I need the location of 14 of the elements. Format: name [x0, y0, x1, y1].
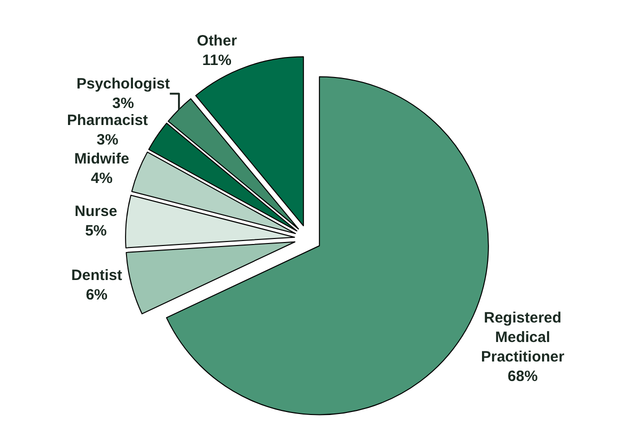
data-label: 4% — [90, 170, 113, 188]
slice-label: Other — [196, 32, 238, 50]
data-label: 6% — [86, 286, 108, 304]
slice-label: Dentist — [71, 266, 122, 284]
slice-label: Nurse — [74, 202, 118, 220]
slice-label: Registered Medical Practitioner — [480, 309, 564, 366]
slice-label: Midwife — [74, 150, 130, 168]
slice-label: Pharmacist — [67, 112, 148, 129]
data-label: 11% — [202, 52, 232, 69]
data-label: 3% — [96, 131, 118, 148]
data-label: 5% — [85, 222, 107, 240]
data-label: 68% — [508, 368, 538, 385]
slice-label: Psychologist — [76, 75, 170, 92]
data-label: 3% — [112, 94, 134, 112]
